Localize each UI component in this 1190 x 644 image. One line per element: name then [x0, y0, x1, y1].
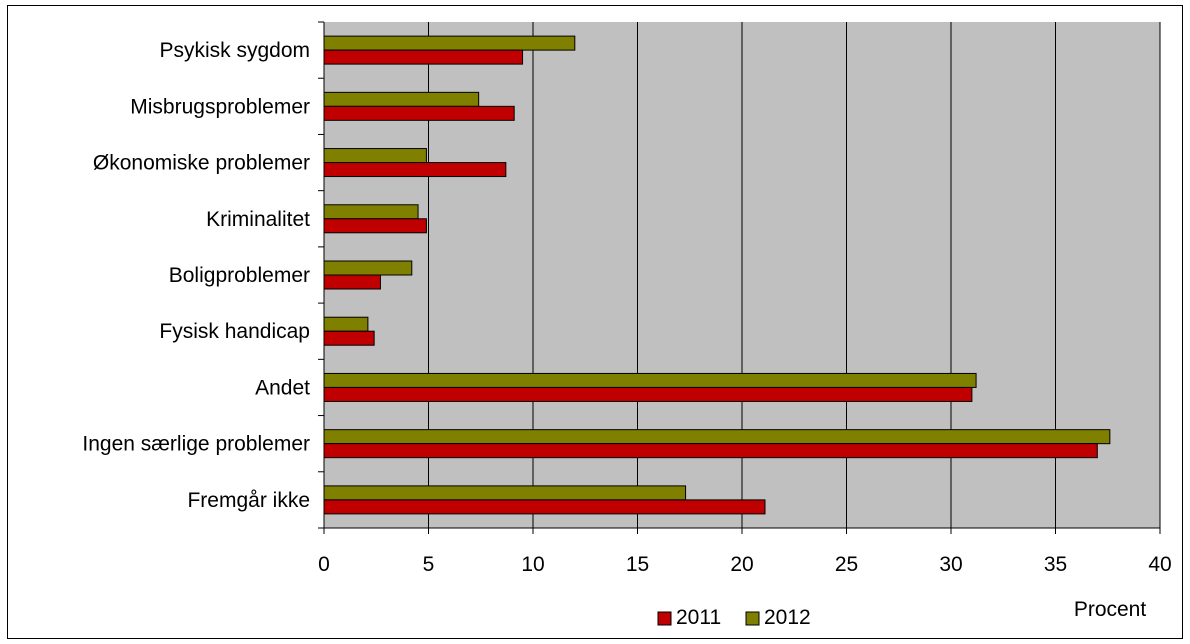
- bar-2011-5: [323, 330, 375, 346]
- category-label-2: Økonomiske problemer: [93, 152, 310, 175]
- legend-label-2012: 2012: [764, 606, 811, 629]
- bar-2012-1: [323, 91, 480, 107]
- bar-2012-5: [323, 316, 369, 332]
- bar-2012-2: [323, 148, 427, 164]
- x-tick-label-0: 0: [318, 553, 330, 576]
- x-tick-label-8: 40: [1148, 553, 1171, 576]
- chart-frame: Psykisk sygdom Misbrugsproblemer Økonomisk…: [7, 5, 1183, 639]
- bar-2011-0: [323, 49, 524, 65]
- bar-2011-3: [323, 218, 427, 234]
- x-tick-label-7: 35: [1044, 553, 1067, 576]
- bar-2011-1: [323, 105, 515, 121]
- category-label-8: Fremgår ikke: [187, 489, 310, 512]
- legend-swatch-2011: [657, 611, 672, 626]
- bar-2011-2: [323, 162, 507, 178]
- x-tick-label-2: 10: [521, 553, 544, 576]
- category-label-5: Fysisk handicap: [159, 320, 310, 343]
- bar-2011-7: [323, 443, 1098, 459]
- bar-2011-4: [323, 274, 381, 290]
- category-label-0: Psykisk sygdom: [159, 39, 310, 62]
- bar-chart: Psykisk sygdom Misbrugsproblemer Økonomisk…: [82, 21, 1172, 629]
- x-axis-title: Procent: [1074, 598, 1147, 621]
- bar-2012-4: [323, 260, 413, 276]
- bar-2011-6: [323, 386, 973, 402]
- bar-2012-0: [323, 35, 576, 51]
- bar-2012-3: [323, 204, 419, 220]
- category-label-6: Andet: [255, 376, 310, 399]
- category-label-4: Boligproblemer: [169, 264, 310, 287]
- bar-2011-8: [323, 499, 766, 515]
- bar-2012-7: [323, 429, 1111, 445]
- bar-2012-6: [323, 372, 977, 388]
- category-label-1: Misbrugsproblemer: [130, 95, 310, 118]
- category-label-7: Ingen særlige problemer: [82, 433, 310, 456]
- x-tick-label-1: 5: [423, 553, 435, 576]
- x-tick-label-5: 25: [835, 553, 858, 576]
- legend-swatch-2012: [745, 611, 760, 626]
- x-tick-label-6: 30: [939, 553, 962, 576]
- x-tick-label-3: 15: [626, 553, 649, 576]
- bar-2012-8: [323, 485, 687, 501]
- category-label-3: Kriminalitet: [206, 208, 310, 231]
- legend: 2011 2012: [657, 606, 811, 629]
- x-tick-label-4: 20: [730, 553, 753, 576]
- legend-label-2011: 2011: [676, 606, 721, 629]
